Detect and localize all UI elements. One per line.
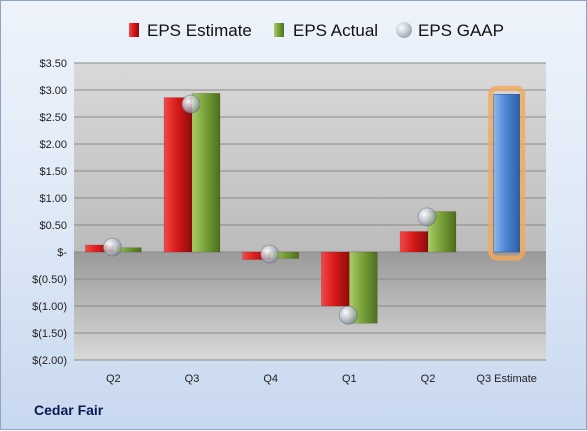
company-name: Cedar Fair [34,402,104,418]
bar-eps-estimate [321,251,350,307]
bar-q3-estimate [493,94,520,253]
marker-eps-gaap [181,94,201,114]
legend-label-eps-gaap: EPS GAAP [418,21,504,40]
bar-eps-estimate [163,97,193,253]
x-axis-categories: Q2 Q3 Q4 Q1 Q2 Q3 Estimate [106,373,537,385]
gridlines [74,62,546,361]
y-tick-label: $(1.50) [32,328,67,340]
y-tick-label: $1.50 [39,166,67,178]
x-category-label: Q4 [263,373,278,385]
x-category-label: Q3 Estimate [476,373,537,385]
legend-label-eps-actual: EPS Actual [293,21,378,40]
y-tick-label: $3.00 [39,85,67,97]
x-category-label: Q3 [185,373,200,385]
marker-eps-gaap [260,244,280,264]
legend-item-eps-gaap: EPS GAAP [396,21,504,40]
plot-area-positive [74,63,546,252]
gaap-markers [102,94,437,325]
y-tick-label: $(0.50) [32,274,67,286]
x-category-label: Q2 [421,373,436,385]
x-category-label: Q2 [106,373,121,385]
y-axis-ticks: $3.50 $3.00 $2.50 $2.00 $1.50 $1.00 $0.50 $- $(0… [32,58,67,367]
marker-eps-gaap [417,207,437,227]
y-tick-label: $- [57,247,67,259]
y-tick-label: $3.50 [39,58,67,70]
y-tick-label: $0.50 [39,220,67,232]
y-tick-label: $2.50 [39,112,67,124]
bar-eps-estimate [399,231,429,253]
legend-label-eps-estimate: EPS Estimate [147,21,252,40]
marker-eps-gaap [102,237,122,257]
bar-eps-actual [191,92,221,253]
legend-swatch-eps-estimate [129,23,139,37]
x-category-label: Q1 [342,373,357,385]
legend-item-eps-actual: EPS Actual [274,21,378,40]
bars [85,85,526,324]
highlight-glow [488,85,526,261]
y-tick-label: $2.00 [39,139,67,151]
y-tick-label: $(1.00) [32,301,67,313]
y-tick-label: $1.00 [39,193,67,205]
marker-eps-gaap [338,305,358,325]
legend-swatch-eps-actual [274,23,284,37]
legend: EPS Estimate EPS Actual EPS GAAP [129,21,504,40]
y-tick-label: $(2.00) [32,355,67,367]
legend-item-eps-estimate: EPS Estimate [129,21,252,40]
legend-swatch-eps-gaap [396,22,412,38]
